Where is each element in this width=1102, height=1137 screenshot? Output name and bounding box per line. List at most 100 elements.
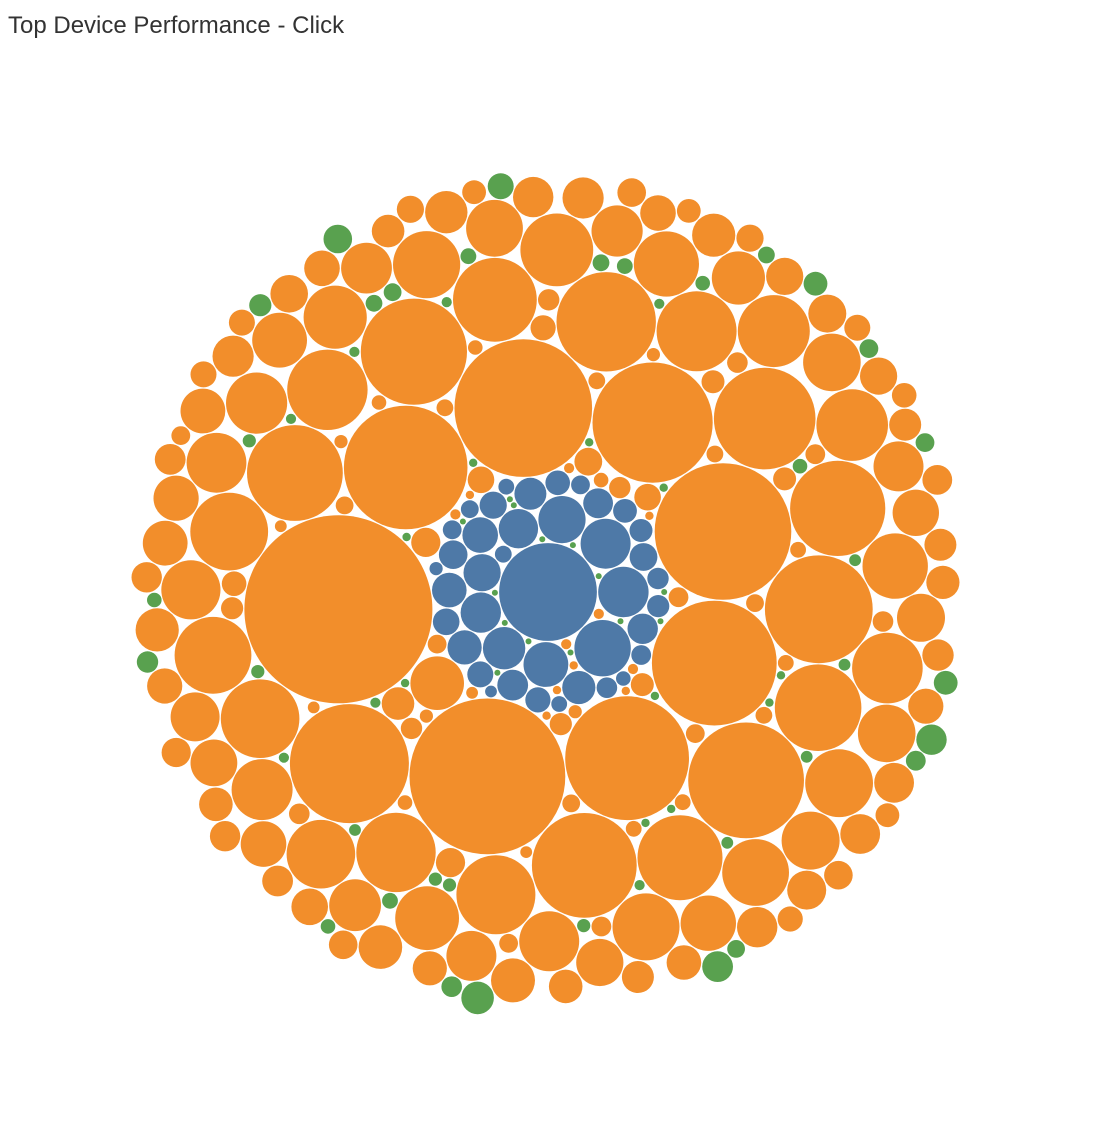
bubble-orange-97[interactable] — [924, 528, 957, 561]
bubble-orange-108[interactable] — [824, 860, 853, 890]
bubble-orange-99[interactable] — [922, 639, 954, 671]
bubble-orange-58[interactable] — [873, 441, 924, 492]
bubble-orange-94[interactable] — [381, 687, 415, 720]
bubble-orange-53[interactable] — [711, 251, 766, 305]
bubble-orange-106[interactable] — [435, 848, 466, 878]
bubble-orange-153[interactable] — [625, 820, 642, 837]
bubble-green-20[interactable] — [460, 248, 477, 265]
bubble-orange-18[interactable] — [774, 664, 862, 751]
bubble-blue-37[interactable] — [498, 478, 515, 495]
bubble-orange-100[interactable] — [262, 865, 293, 897]
bubble-orange-73[interactable] — [212, 335, 254, 377]
bubble-orange-56[interactable] — [341, 242, 392, 294]
bubble-green-29[interactable] — [242, 434, 256, 448]
bubble-orange-141[interactable] — [685, 724, 705, 743]
bubble-orange-138[interactable] — [805, 444, 826, 465]
bubble-green-40[interactable] — [654, 298, 665, 309]
bubble-orange-50[interactable] — [680, 895, 736, 951]
bubble-orange-13[interactable] — [531, 813, 637, 918]
bubble-orange-82[interactable] — [766, 257, 804, 295]
bubble-orange-37[interactable] — [862, 533, 928, 599]
bubble-blue-32[interactable] — [571, 475, 590, 495]
bubble-blue-2[interactable] — [574, 620, 631, 677]
bubble-orange-145[interactable] — [562, 794, 581, 813]
bubble-blue-12[interactable] — [432, 572, 467, 608]
bubble-orange-133[interactable] — [538, 289, 560, 311]
bubble-green-49[interactable] — [776, 671, 786, 680]
bubble-orange-150[interactable] — [755, 706, 773, 724]
bubble-green-61[interactable] — [510, 502, 517, 509]
bubble-orange-1[interactable] — [244, 515, 433, 704]
bubble-blue-7[interactable] — [482, 627, 526, 670]
bubble-orange-4[interactable] — [654, 463, 792, 600]
bubble-blue-23[interactable] — [467, 661, 494, 688]
bubble-orange-154[interactable] — [790, 541, 806, 558]
bubble-blue-13[interactable] — [447, 630, 482, 665]
bubble-orange-41[interactable] — [226, 372, 288, 434]
bubble-green-11[interactable] — [905, 750, 926, 771]
bubble-blue-25[interactable] — [545, 470, 570, 496]
bubble-orange-176[interactable] — [621, 686, 630, 696]
bubble-green-42[interactable] — [278, 752, 289, 763]
bubble-blue-19[interactable] — [438, 540, 468, 569]
bubble-orange-79[interactable] — [787, 870, 827, 910]
bubble-blue-28[interactable] — [647, 595, 670, 618]
bubble-orange-33[interactable] — [805, 749, 873, 818]
bubble-blue-30[interactable] — [596, 677, 618, 698]
bubble-orange-147[interactable] — [436, 399, 454, 417]
bubble-orange-40[interactable] — [303, 285, 367, 349]
bubble-green-52[interactable] — [641, 818, 650, 828]
bubble-orange-19[interactable] — [637, 815, 723, 901]
bubble-orange-14[interactable] — [713, 367, 816, 470]
bubble-blue-36[interactable] — [551, 696, 568, 712]
bubble-blue-39[interactable] — [429, 562, 443, 576]
bubble-blue-10[interactable] — [463, 554, 501, 592]
bubble-orange-47[interactable] — [803, 333, 861, 392]
bubble-blue-20[interactable] — [629, 543, 658, 571]
bubble-orange-74[interactable] — [562, 177, 604, 219]
bubble-orange-122[interactable] — [891, 383, 917, 408]
bubble-green-3[interactable] — [916, 724, 947, 755]
bubble-blue-31[interactable] — [631, 645, 652, 665]
bubble-orange-36[interactable] — [722, 839, 789, 906]
bubble-green-62[interactable] — [494, 669, 501, 676]
bubble-orange-110[interactable] — [617, 178, 646, 207]
bubble-orange-57[interactable] — [446, 930, 497, 981]
bubble-green-10[interactable] — [441, 976, 463, 997]
bubble-orange-8[interactable] — [592, 362, 713, 483]
bubble-orange-131[interactable] — [609, 476, 631, 499]
bubble-orange-66[interactable] — [142, 520, 188, 566]
bubble-green-35[interactable] — [849, 554, 861, 567]
bubble-green-21[interactable] — [382, 892, 398, 909]
bubble-orange-123[interactable] — [875, 803, 900, 828]
bubble-blue-1[interactable] — [499, 543, 597, 641]
bubble-orange-6[interactable] — [565, 696, 689, 821]
bubble-orange-168[interactable] — [561, 639, 572, 650]
bubble-orange-157[interactable] — [397, 795, 413, 810]
bubble-blue-6[interactable] — [523, 642, 569, 687]
bubble-orange-163[interactable] — [466, 686, 478, 699]
bubble-orange-55[interactable] — [591, 205, 643, 257]
bubble-green-4[interactable] — [323, 224, 353, 254]
bubble-green-27[interactable] — [428, 872, 442, 886]
bubble-orange-165[interactable] — [307, 701, 320, 714]
bubble-orange-120[interactable] — [777, 906, 803, 932]
bubble-orange-158[interactable] — [468, 340, 483, 355]
bubble-orange-44[interactable] — [186, 432, 247, 493]
bubble-orange-88[interactable] — [908, 688, 944, 724]
bubble-blue-16[interactable] — [497, 669, 529, 701]
bubble-blue-40[interactable] — [485, 685, 497, 698]
bubble-green-37[interactable] — [634, 880, 645, 891]
bubble-blue-27[interactable] — [629, 519, 653, 542]
bubble-orange-83[interactable] — [860, 357, 898, 395]
bubble-orange-161[interactable] — [334, 435, 348, 449]
bubble-green-14[interactable] — [383, 283, 402, 302]
bubble-green-53[interactable] — [539, 536, 546, 543]
bubble-green-45[interactable] — [402, 532, 411, 542]
bubble-orange-121[interactable] — [221, 571, 247, 596]
bubble-orange-126[interactable] — [630, 673, 654, 697]
bubble-orange-155[interactable] — [593, 472, 609, 488]
bubble-green-33[interactable] — [800, 750, 813, 763]
bubble-orange-24[interactable] — [456, 855, 536, 935]
bubble-orange-152[interactable] — [674, 794, 691, 811]
